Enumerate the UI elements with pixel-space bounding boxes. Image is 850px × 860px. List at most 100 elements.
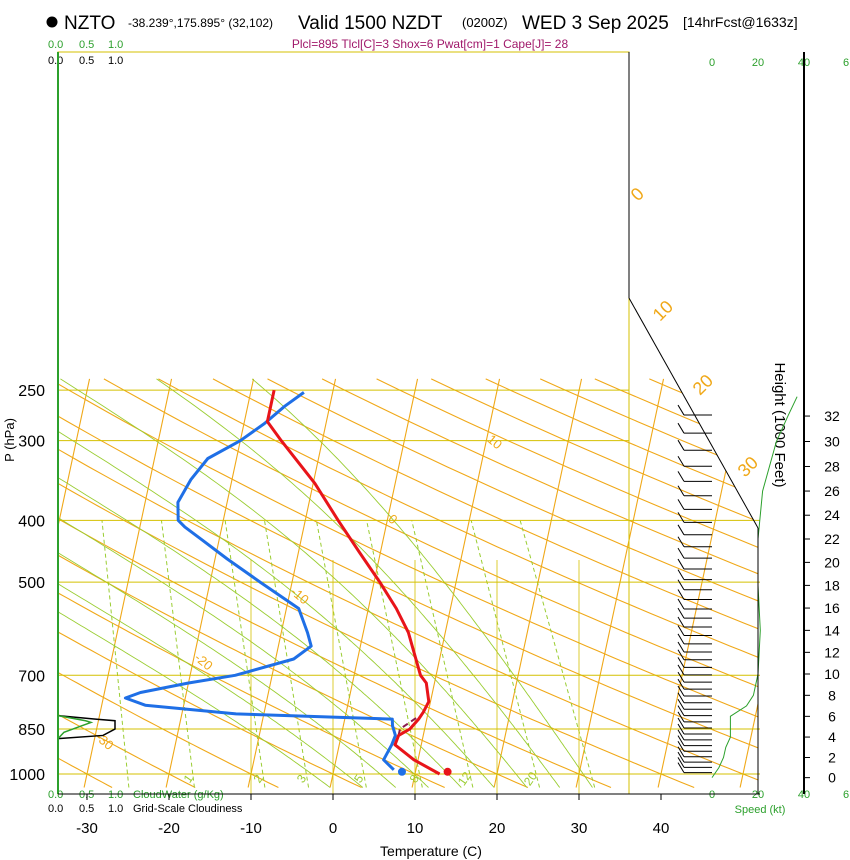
moist-adiabat <box>58 378 396 788</box>
sounding-parameters: Plcl=895 Tlcl[C]=3 Shox=6 Pwat[cm]=1 Cap… <box>292 37 569 51</box>
x-tick-label: 20 <box>489 820 506 837</box>
dry-adiabat <box>58 378 362 789</box>
wind-barb-flag <box>677 711 685 723</box>
speed-tick-bottom-extra: 6 <box>843 789 849 801</box>
x-tick-label: -20 <box>158 820 180 837</box>
height-tick-label: 26 <box>824 483 840 499</box>
mixing-ratio-line <box>160 520 195 788</box>
station-name: NZTO <box>64 13 115 34</box>
speed-tick-bottom: 40 <box>798 789 810 801</box>
wind-barb-flag <box>677 485 685 496</box>
diagram-edge <box>628 297 759 529</box>
wind-barb-flag <box>677 705 685 716</box>
forecast-info: [14hrFcst@1633z] <box>683 14 798 30</box>
moist-adiabat <box>251 378 593 788</box>
wind-barb-flag <box>677 558 685 570</box>
wind-barb-flag <box>677 439 685 451</box>
wind-barb-flag <box>677 455 685 467</box>
wind-barb-flag <box>677 547 685 559</box>
wind-barb-flag <box>677 692 685 703</box>
dry-adiabat <box>267 378 758 789</box>
wind-barb-flag <box>677 699 685 710</box>
valid-time: Valid 1500 NZDT <box>298 13 443 34</box>
wind-barb-flag <box>677 589 685 600</box>
wind-barb-flag <box>677 735 685 746</box>
height-tick-label: 10 <box>824 666 840 682</box>
mixing-ratio-line <box>470 520 541 788</box>
surface-dewpoint-point <box>397 767 406 776</box>
pressure-tick-label: 500 <box>18 575 45 592</box>
x-tick-label: 40 <box>653 820 670 837</box>
height-tick-label: 28 <box>824 458 840 474</box>
wind-barb-flag <box>677 598 685 610</box>
height-tick-label: 4 <box>828 729 836 745</box>
dry-adiabat <box>58 378 445 789</box>
speed-tick-bottom: 20 <box>752 789 764 801</box>
cloudwater-tick-top: 1.0 <box>108 39 123 51</box>
cloudwater-tick-top: 0.5 <box>79 39 94 51</box>
mixing-ratio-line <box>263 520 310 788</box>
speed-tick-bottom: 0 <box>709 789 715 801</box>
isotherm-line <box>411 378 501 788</box>
moist-adiabat <box>60 378 528 788</box>
wind-barb-flag <box>677 633 685 645</box>
isotherm-line <box>575 378 665 788</box>
mixing-ratio-line <box>411 520 474 788</box>
dry-adiabat <box>430 378 758 789</box>
cloudiness-tick-bottom: 0.5 <box>79 803 94 815</box>
height-tick-label: 16 <box>824 600 840 616</box>
wind-barb-flag <box>677 723 685 735</box>
speed-tick-top: 20 <box>752 57 764 69</box>
parcel-line <box>397 715 420 736</box>
isotherm-line <box>329 378 419 788</box>
dry-adiabat <box>376 378 758 789</box>
grid-lines <box>58 378 758 789</box>
plot-frame <box>57 51 630 795</box>
wind-barb-flag <box>677 678 685 690</box>
isotherm-line <box>739 378 758 788</box>
isotherm-line <box>165 378 255 788</box>
cloudiness-tick-bottom: 0.0 <box>48 803 63 815</box>
cloudwater-label: CloudWater (g/Kg) <box>133 789 224 801</box>
height-tick-label: 20 <box>824 554 840 570</box>
mixing-ratio-line <box>366 520 423 788</box>
cloudwater-tick-top: 0.0 <box>48 39 63 51</box>
wind-barb-flag <box>677 751 685 763</box>
dry-adiabat <box>212 378 758 789</box>
cloudwater-tick-bottom: 1.0 <box>108 789 123 801</box>
mixing-ratio-line <box>224 520 266 788</box>
wind-barb-flag <box>677 729 685 741</box>
isotherm-label: 30 <box>734 453 762 481</box>
height-tick-label: 2 <box>828 749 836 765</box>
moist-adiabat <box>58 378 495 788</box>
wind-barb-flag <box>677 422 685 434</box>
cloudiness-profile <box>57 714 116 740</box>
wind-barb-flag <box>677 685 685 697</box>
temperature-line <box>265 389 441 776</box>
cloudiness-label: Grid-Scale Cloudiness <box>133 803 243 815</box>
height-tick-label: 12 <box>824 644 840 660</box>
speed-tick-top: 0 <box>709 57 715 69</box>
wind-barb-flag <box>677 664 685 676</box>
cloudiness-tick-top: 0.5 <box>79 55 94 67</box>
x-tick-label: 0 <box>329 820 337 837</box>
wind-barb-flag <box>677 762 685 773</box>
isotherm-line <box>657 378 747 788</box>
wind-barb-flag <box>677 746 685 757</box>
dewpoint-line <box>123 391 397 771</box>
height-tick-label: 24 <box>824 507 840 523</box>
dry-adiabat <box>594 378 758 789</box>
wind-barb-flag <box>677 657 685 668</box>
pressure-tick-label: 250 <box>18 383 45 400</box>
height-tick-label: 6 <box>828 708 836 724</box>
wind-barb-flag <box>677 757 685 768</box>
isotherm-label: 20 <box>689 371 717 399</box>
wind-barb-flag <box>677 404 685 416</box>
surface-temperature-point <box>443 767 452 776</box>
mixing-ratio-line <box>101 520 130 788</box>
height-tick-label: 22 <box>824 531 840 547</box>
dry-adiabat <box>58 378 612 789</box>
wind-barb-flag <box>677 740 685 752</box>
x-tick-label: -10 <box>240 820 262 837</box>
